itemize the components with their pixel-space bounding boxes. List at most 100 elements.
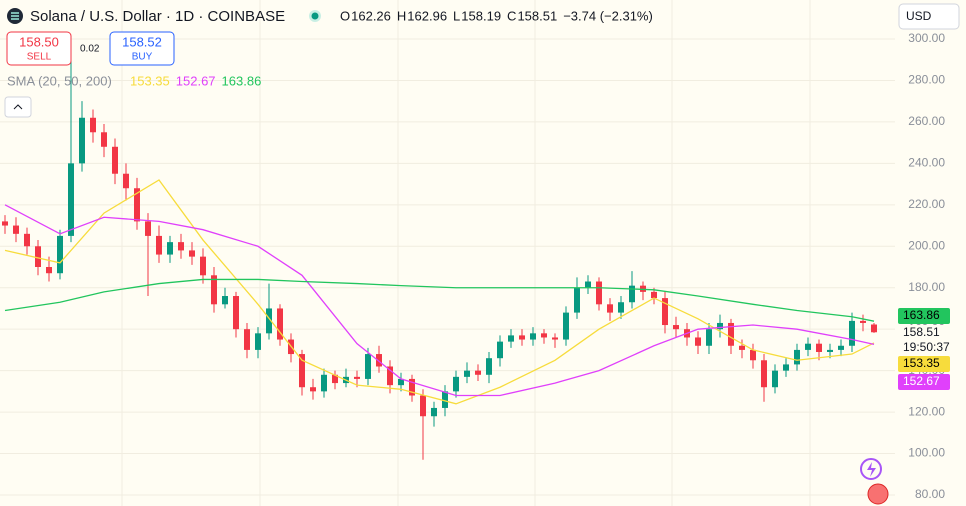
currency-label[interactable]: USD	[906, 9, 932, 23]
candle-body	[420, 395, 426, 417]
sma-line	[4, 179, 875, 405]
candle-body	[530, 333, 536, 340]
candle-body	[497, 341, 503, 359]
price-box-label: 163.86	[903, 308, 940, 322]
y-tick-label: 220.00	[908, 197, 945, 211]
y-tick-label: 100.00	[908, 446, 945, 460]
ohlc-label: L	[453, 8, 460, 23]
candle-body	[189, 250, 195, 257]
spread: 0.02	[80, 44, 100, 55]
candle-body	[310, 387, 316, 392]
candle-body	[2, 221, 8, 226]
candle-body	[860, 320, 866, 323]
candle-body	[794, 349, 800, 365]
ohlc-value: 158.19	[461, 8, 501, 23]
candle-body	[596, 281, 602, 305]
candle-body	[321, 374, 327, 392]
price-box	[898, 308, 950, 324]
candle-body	[816, 343, 822, 352]
candle-body	[200, 256, 206, 276]
price-box	[898, 374, 950, 390]
candle-body	[838, 345, 844, 350]
candle-body	[739, 345, 745, 350]
assistant-icon[interactable]	[860, 458, 882, 480]
ohlc-label: O	[340, 8, 350, 23]
candle-body	[233, 296, 239, 330]
candle-body	[123, 173, 129, 189]
candle-body	[24, 233, 30, 247]
y-tick-label: 200.00	[908, 238, 945, 252]
candle-body	[871, 324, 877, 333]
candle-body	[255, 333, 261, 350]
collapse-icon[interactable]	[13, 104, 23, 110]
countdown: 19:50:37	[903, 340, 950, 354]
candle-body	[101, 132, 107, 147]
sell-price[interactable]: 158.50	[19, 34, 59, 49]
candle-body	[805, 343, 811, 350]
change: −3.74 (−2.31%)	[563, 8, 653, 23]
y-tick-label: 120.00	[908, 404, 945, 418]
collapse-button[interactable]	[4, 96, 32, 118]
candle-body	[607, 304, 613, 313]
candle-body	[409, 378, 415, 396]
y-tick-label: 300.00	[908, 31, 945, 45]
price-box	[898, 325, 950, 357]
candle-body	[13, 225, 19, 234]
ohlc: O 162.26 H 162.96 L 158.19 C 158.51 −3.74 (−2.31…	[340, 8, 653, 23]
candle-body	[849, 320, 855, 346]
candle-body	[563, 312, 569, 340]
legend-value: 152.67	[176, 73, 216, 88]
buy-label[interactable]: BUY	[132, 52, 153, 63]
grid	[121, 0, 811, 506]
candle-body	[574, 287, 580, 313]
candle-body	[464, 370, 470, 377]
candle-body	[431, 407, 437, 417]
candle-body	[453, 376, 459, 392]
candle-body	[112, 146, 118, 174]
flag-icon[interactable]	[867, 483, 889, 505]
candle-body	[222, 296, 228, 305]
candle-body	[57, 235, 63, 274]
buy-price[interactable]: 158.52	[122, 34, 162, 49]
y-tick-label: 240.00	[908, 156, 945, 170]
candle-body	[134, 188, 140, 222]
candle-body	[827, 349, 833, 352]
candle-body	[211, 275, 217, 305]
candle-body	[783, 364, 789, 371]
legend-value: 153.35	[130, 73, 170, 88]
candle-body	[266, 308, 272, 334]
ohlc-value: 158.51	[517, 8, 557, 23]
candle-body	[662, 298, 668, 326]
candle-body	[354, 376, 360, 379]
y-tick-label: 180.00	[908, 280, 945, 294]
currency-select[interactable]	[898, 3, 960, 30]
candle-body	[244, 329, 250, 350]
candle-body	[35, 246, 41, 267]
candle-body	[442, 391, 448, 408]
candle-body	[475, 370, 481, 375]
candle-body	[651, 291, 657, 299]
ohlc-value: 162.96	[407, 8, 447, 23]
status-dot	[311, 12, 319, 20]
sell-button[interactable]	[6, 31, 72, 66]
assistant-bolt[interactable]	[867, 462, 876, 477]
candle-body	[750, 349, 756, 361]
candle-body	[629, 285, 635, 303]
candle-body	[508, 335, 514, 342]
buy-button[interactable]	[109, 31, 175, 66]
candle-body	[717, 322, 723, 330]
y-tick-label: 260.00	[908, 114, 945, 128]
plot	[0, 38, 895, 496]
candle-body	[772, 370, 778, 388]
coin-icon-mark	[11, 12, 19, 20]
candle-body	[299, 354, 305, 388]
candle-body	[156, 235, 162, 255]
sell-label[interactable]: SELL	[27, 52, 52, 63]
candle-body	[178, 242, 184, 251]
candle-body	[728, 322, 734, 346]
symbol-title: Solana / U.S. Dollar · 1D · COINBASE	[30, 8, 285, 25]
candle-body	[79, 117, 85, 164]
candle-body	[167, 242, 173, 255]
